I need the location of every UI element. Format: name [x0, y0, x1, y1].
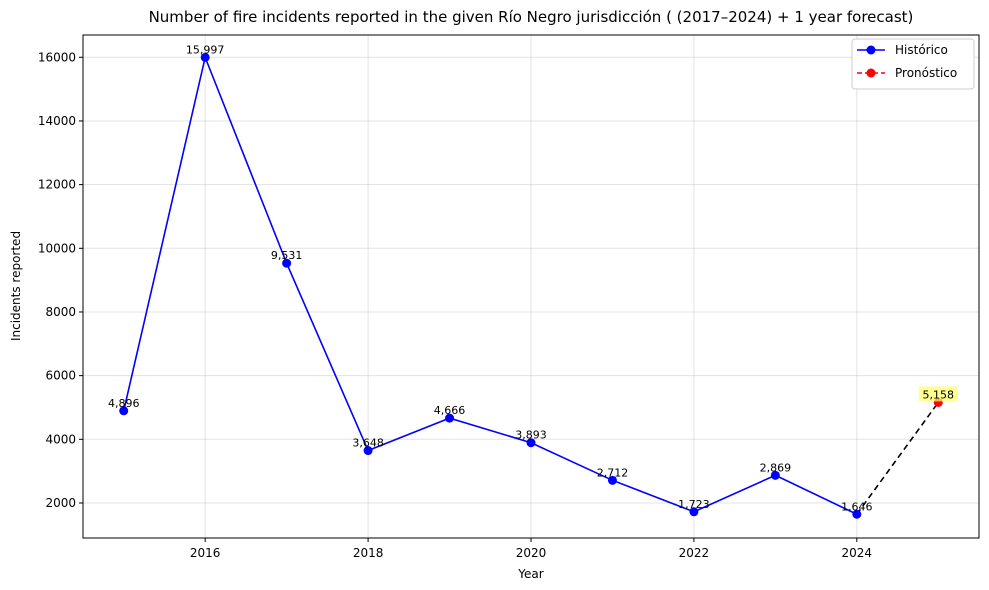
y-tick-label: 2000: [45, 496, 76, 510]
legend-pronostico-label: Pronóstico: [895, 66, 957, 80]
chart-title: Number of fire incidents reported in the…: [149, 8, 914, 26]
forecast-connector-line: [856, 401, 939, 515]
historico-point: [852, 509, 862, 519]
historico-point: [445, 413, 455, 423]
historico-data-label: 4,896: [108, 397, 140, 410]
x-tick-label: 2020: [516, 546, 547, 560]
historico-data-label: 9,531: [271, 249, 303, 262]
historico-data-label: 15,997: [186, 43, 225, 56]
pronostico-label-highlight: [918, 386, 958, 402]
legend-pronostico-marker: [866, 68, 876, 78]
historico-point: [607, 475, 617, 485]
y-tick-label: 10000: [38, 241, 76, 255]
legend-historico-marker: [866, 45, 876, 55]
historico-point: [282, 258, 292, 268]
historico-point: [119, 406, 129, 416]
historico-data-label: 3,893: [515, 429, 547, 442]
y-tick-label: 14000: [38, 114, 76, 128]
y-tick-label: 8000: [45, 305, 76, 319]
grid: [83, 35, 979, 538]
historico-point: [689, 507, 699, 517]
y-tick-label: 12000: [38, 178, 76, 192]
historico-point: [363, 446, 373, 456]
y-tick-label: 6000: [45, 369, 76, 383]
historico-point: [526, 438, 536, 448]
historico-point: [770, 470, 780, 480]
ticks: 2016 2018 2020 2022 2024 2000 4000 6000 8000 1000…: [38, 50, 872, 560]
historico-data-label: 1,723: [678, 498, 710, 511]
y-tick-label: 4000: [45, 432, 76, 446]
x-tick-label: 2018: [353, 546, 384, 560]
legend-box: [851, 38, 975, 90]
x-axis-title: Year: [517, 567, 543, 581]
historico-point: [200, 52, 210, 62]
y-tick-label: 16000: [38, 50, 76, 64]
historico-series-line: [122, 54, 858, 515]
x-tick-label: 2022: [679, 546, 710, 560]
legend-historico-label: Histórico: [895, 43, 948, 57]
legend: Histórico Pronóstico: [851, 38, 975, 90]
historico-data-label: 3,648: [352, 437, 384, 450]
pronostico-data-label: 5,158: [923, 388, 955, 401]
y-axis-title: Incidents reported: [9, 231, 23, 341]
x-tick-label: 2024: [842, 546, 873, 560]
historico-data-label: 1,646: [841, 500, 873, 513]
historico-data-label: 4,666: [434, 404, 466, 417]
series-layer: 4,896 15,997 9,531 3,648 4,666 3,893 2,712 1,72…: [108, 43, 958, 519]
historico-data-label: 2,869: [760, 461, 792, 474]
historico-data-label: 2,712: [597, 466, 629, 479]
x-tick-label: 2016: [190, 546, 221, 560]
